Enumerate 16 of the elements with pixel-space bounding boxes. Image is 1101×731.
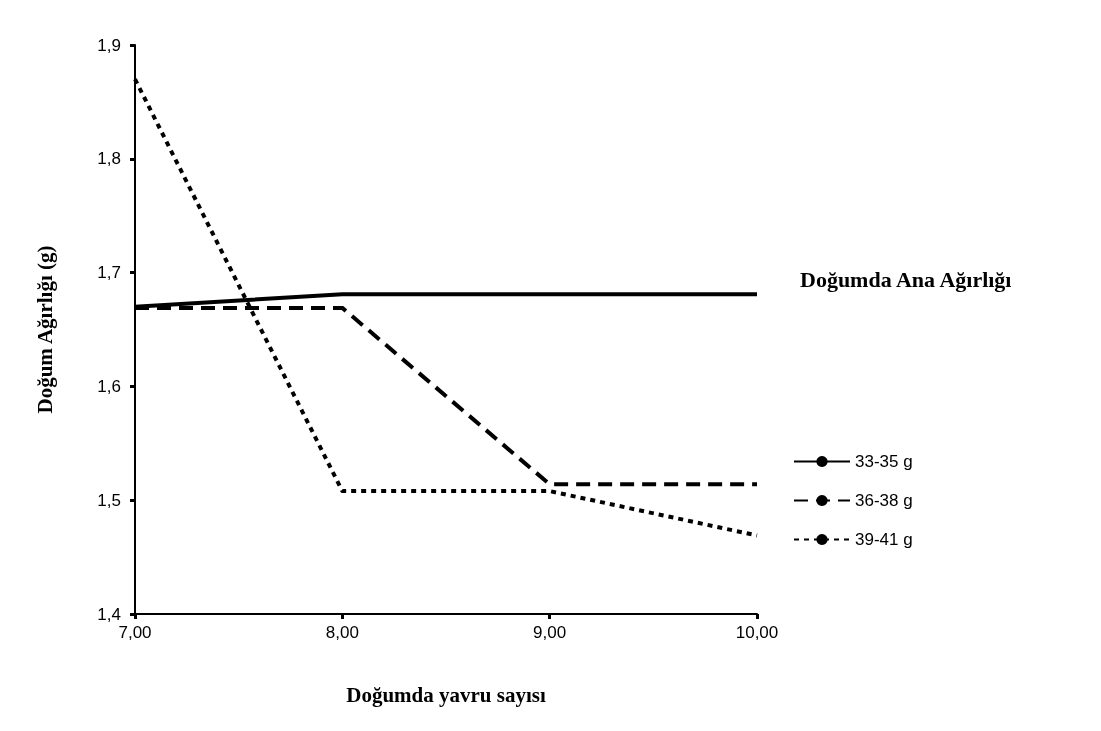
x-tick-label: 10,00 (735, 623, 779, 642)
y-tick-label: 1,6 (97, 376, 121, 396)
x-tick-label: 8,00 (325, 623, 359, 642)
x-tick-label: 9,00 (533, 623, 567, 642)
y-tick-label: 1,7 (97, 263, 121, 283)
legend-label: 36-38 g (855, 491, 913, 510)
y-tick-label: 1,9 (97, 35, 121, 55)
x-axis-title: Doğumda yavru sayısı (346, 682, 546, 707)
legend-label: 33-35 g (855, 452, 913, 471)
y-tick-label: 1,4 (97, 604, 121, 624)
legend-title: Doğumda Ana Ağırlığı (800, 266, 1012, 292)
y-tick-label: 1,5 (97, 490, 121, 510)
y-tick-label: 1,8 (97, 149, 121, 169)
y-axis-title: Doğum Ağırlığı (g) (32, 245, 57, 414)
legend-label: 39-41 g (855, 530, 913, 549)
x-tick-label: 7,00 (118, 623, 152, 642)
